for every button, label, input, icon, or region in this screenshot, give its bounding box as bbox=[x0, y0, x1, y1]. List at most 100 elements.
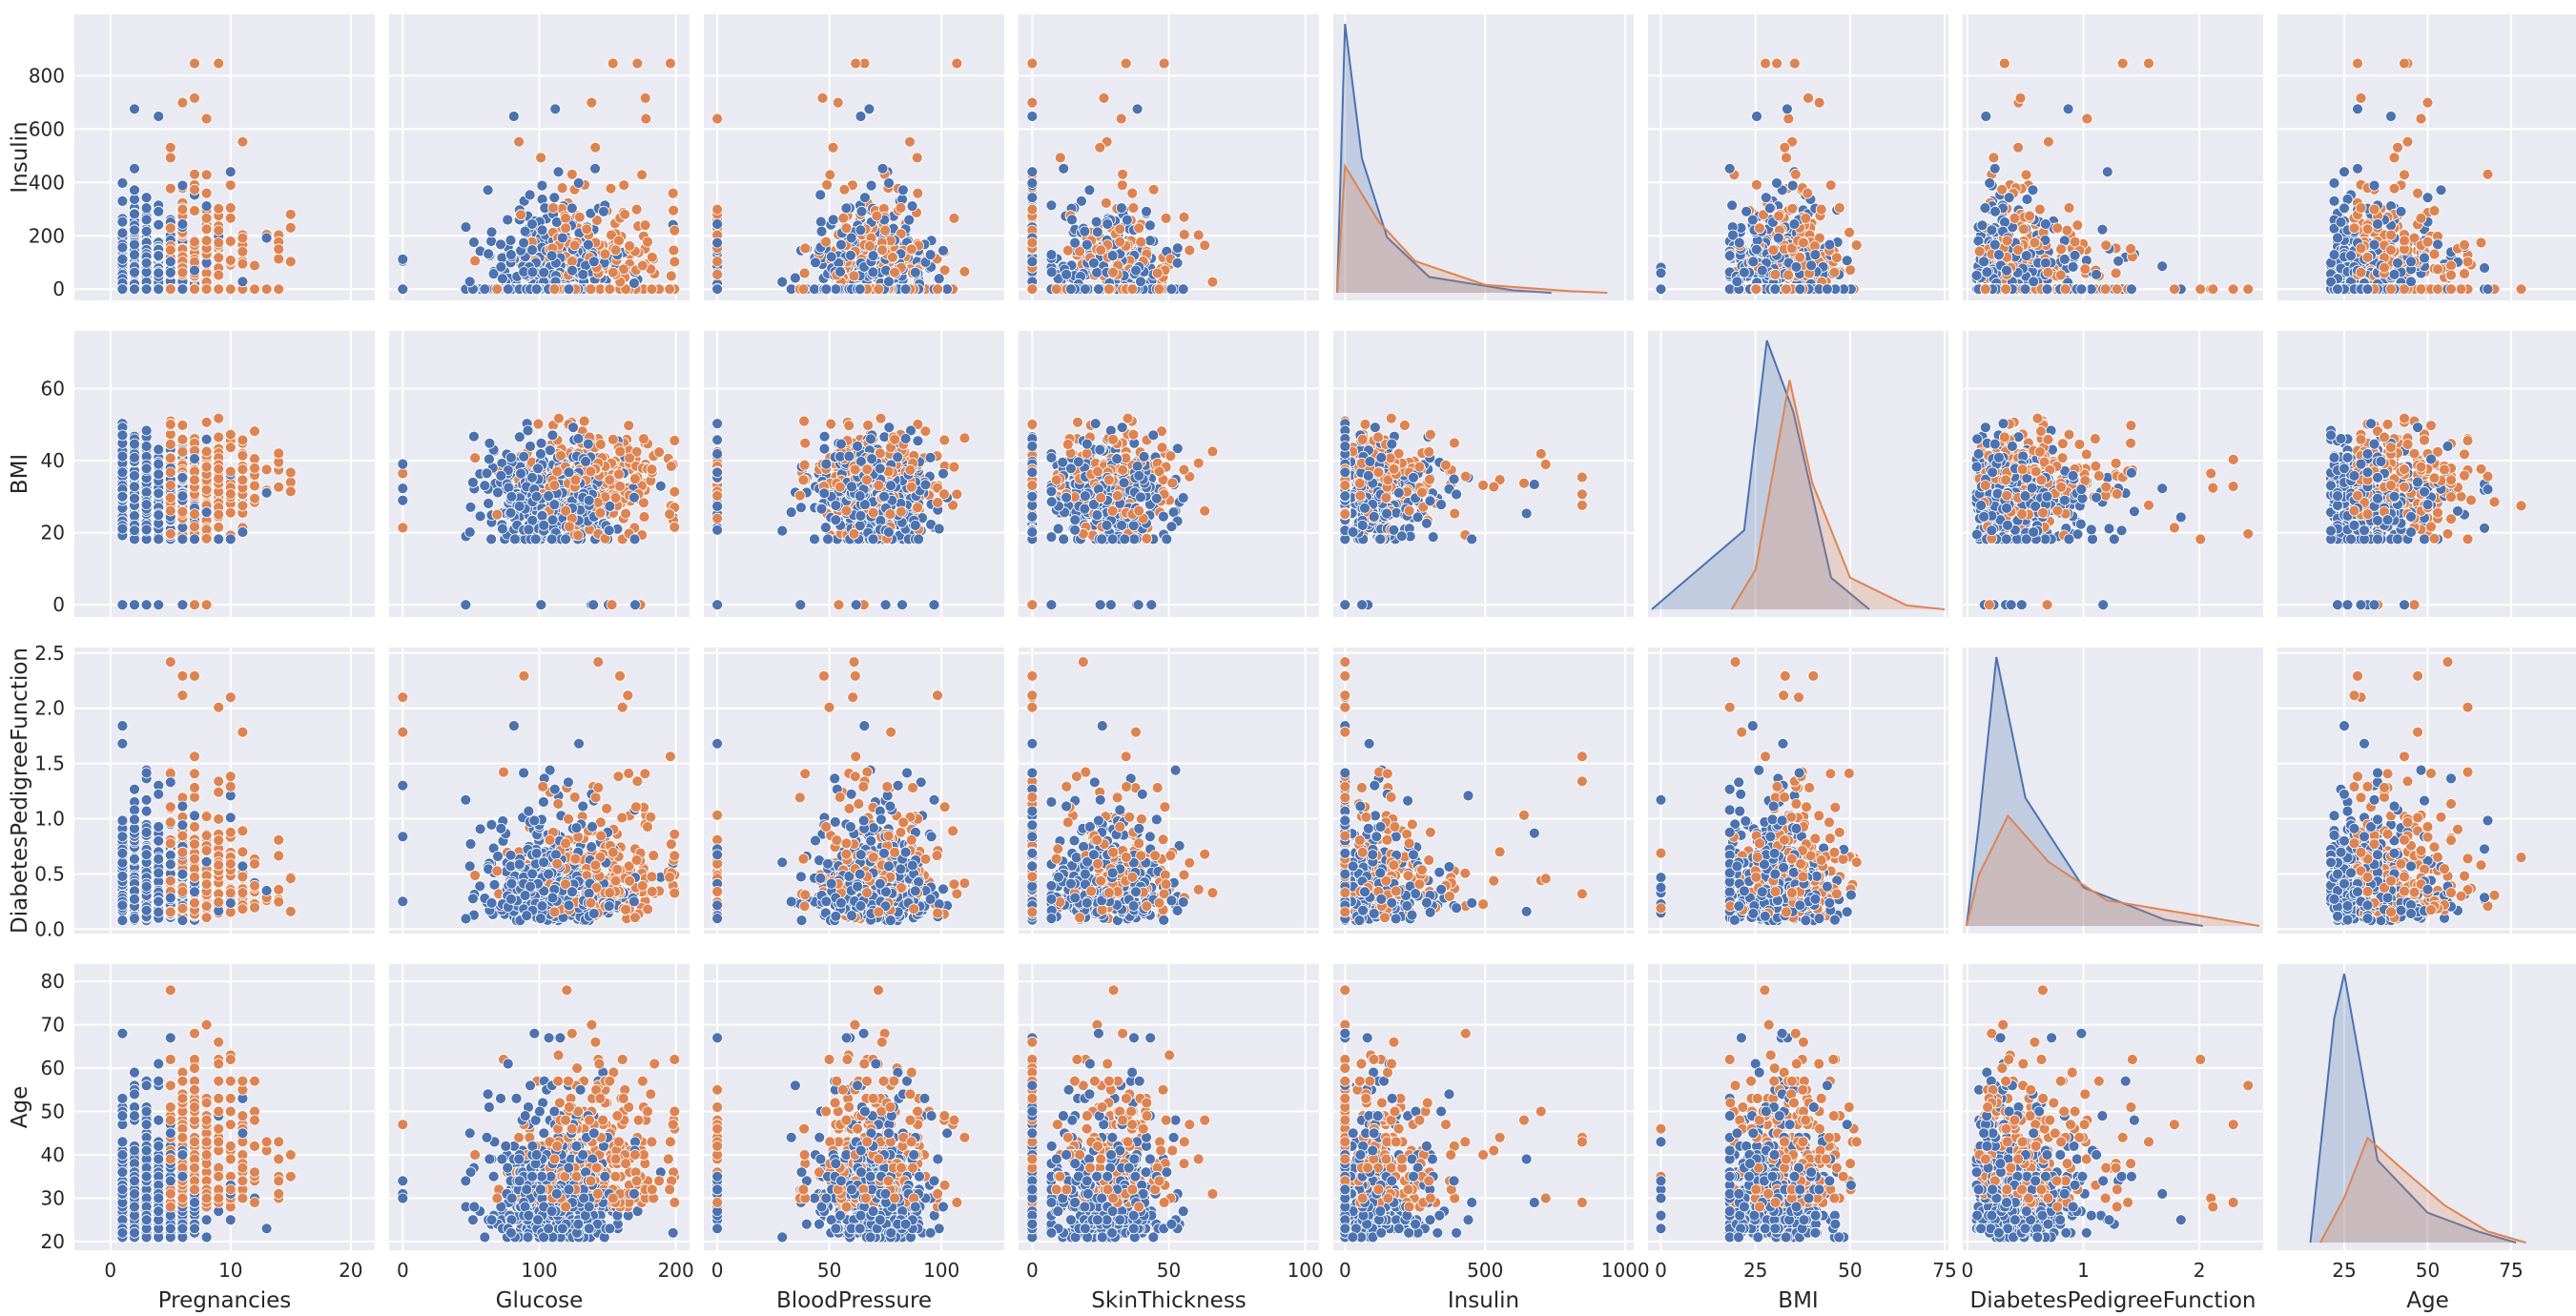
point-class-0 bbox=[814, 216, 827, 228]
point-class-0 bbox=[546, 250, 558, 262]
point-class-1 bbox=[273, 243, 285, 256]
point-class-0 bbox=[1171, 257, 1184, 269]
point-class-1 bbox=[1050, 283, 1062, 296]
point-class-1 bbox=[864, 240, 876, 252]
point-class-1 bbox=[1117, 168, 1128, 180]
point-class-0 bbox=[876, 162, 889, 175]
y-tick-label: 200 bbox=[29, 224, 65, 247]
point-class-1 bbox=[1074, 245, 1085, 257]
point-class-1 bbox=[586, 96, 598, 109]
point-class-1 bbox=[848, 270, 860, 282]
point-class-0 bbox=[1131, 103, 1144, 115]
point-class-1 bbox=[2111, 283, 2123, 296]
point-class-0 bbox=[1750, 243, 1762, 256]
point-class-0 bbox=[2058, 253, 2071, 265]
point-class-0 bbox=[1144, 235, 1156, 247]
point-class-1 bbox=[213, 202, 225, 215]
point-class-0 bbox=[483, 248, 494, 260]
point-class-0 bbox=[1824, 238, 1836, 251]
point-class-1 bbox=[599, 248, 611, 260]
point-class-1 bbox=[556, 182, 568, 195]
point-class-0 bbox=[129, 249, 140, 261]
point-class-0 bbox=[1079, 225, 1091, 237]
point-class-0 bbox=[711, 283, 723, 296]
point-class-0 bbox=[840, 202, 853, 215]
point-class-0 bbox=[153, 250, 165, 262]
point-class-1 bbox=[1998, 57, 2010, 70]
point-class-0 bbox=[1986, 224, 1998, 236]
point-class-0 bbox=[855, 224, 867, 236]
point-class-0 bbox=[938, 244, 949, 257]
point-class-0 bbox=[941, 283, 953, 296]
point-class-1 bbox=[607, 57, 619, 70]
point-class-1 bbox=[820, 236, 832, 248]
point-class-0 bbox=[1790, 260, 1803, 273]
point-class-1 bbox=[200, 223, 213, 236]
point-class-1 bbox=[213, 224, 225, 236]
point-class-1 bbox=[669, 256, 681, 268]
point-class-1 bbox=[1126, 283, 1139, 296]
point-class-1 bbox=[164, 152, 176, 164]
point-class-1 bbox=[1115, 113, 1127, 125]
point-class-1 bbox=[646, 283, 658, 296]
point-class-1 bbox=[589, 141, 602, 154]
point-class-1 bbox=[1773, 210, 1784, 222]
point-class-1 bbox=[200, 187, 213, 199]
point-class-0 bbox=[1069, 236, 1081, 249]
point-class-0 bbox=[502, 214, 514, 226]
point-class-0 bbox=[1841, 255, 1853, 267]
point-class-0 bbox=[1026, 192, 1039, 204]
point-class-0 bbox=[1980, 111, 1992, 122]
point-class-0 bbox=[140, 214, 153, 226]
point-class-1 bbox=[2012, 141, 2025, 154]
point-class-1 bbox=[1815, 203, 1827, 216]
point-class-0 bbox=[1727, 229, 1739, 241]
point-class-1 bbox=[566, 168, 578, 180]
scatter-points bbox=[397, 57, 681, 296]
point-class-0 bbox=[129, 162, 140, 175]
point-class-1 bbox=[1794, 251, 1806, 263]
point-class-1 bbox=[164, 222, 176, 235]
point-class-1 bbox=[642, 236, 653, 248]
point-class-1 bbox=[887, 251, 898, 263]
point-class-0 bbox=[116, 227, 129, 239]
panel-insulin-vs-blood-pressure bbox=[704, 14, 1004, 300]
point-class-0 bbox=[1141, 205, 1152, 217]
point-class-1 bbox=[260, 283, 273, 296]
point-class-1 bbox=[1844, 226, 1855, 238]
point-class-1 bbox=[2017, 223, 2030, 236]
point-class-1 bbox=[2399, 57, 2410, 70]
point-class-0 bbox=[1772, 232, 1784, 244]
point-class-0 bbox=[582, 238, 594, 251]
point-class-0 bbox=[1751, 111, 1762, 122]
point-class-0 bbox=[855, 205, 868, 217]
point-class-0 bbox=[116, 195, 129, 207]
point-class-0 bbox=[2003, 192, 2015, 204]
point-class-0 bbox=[1739, 266, 1750, 278]
point-class-1 bbox=[1061, 244, 1074, 257]
point-class-0 bbox=[2027, 184, 2039, 196]
point-class-1 bbox=[1751, 178, 1762, 191]
point-class-0 bbox=[2125, 283, 2137, 296]
point-class-0 bbox=[903, 214, 916, 226]
point-class-1 bbox=[1996, 183, 2009, 195]
point-class-0 bbox=[2020, 250, 2032, 262]
point-class-0 bbox=[1165, 283, 1178, 296]
point-class-0 bbox=[153, 267, 165, 279]
point-class-1 bbox=[213, 236, 225, 249]
point-class-0 bbox=[814, 189, 827, 201]
point-class-1 bbox=[2227, 283, 2239, 296]
panel-insulin-vs-bmi bbox=[1648, 14, 1948, 300]
point-class-1 bbox=[2195, 283, 2207, 296]
point-class-0 bbox=[2062, 103, 2074, 115]
point-class-0 bbox=[153, 111, 165, 122]
point-class-1 bbox=[2069, 236, 2081, 248]
point-class-1 bbox=[1206, 276, 1219, 288]
point-class-0 bbox=[859, 192, 871, 204]
point-class-0 bbox=[479, 283, 491, 296]
point-class-0 bbox=[1976, 219, 1989, 232]
point-class-1 bbox=[2014, 93, 2027, 104]
panel-insulin-vs-age bbox=[2277, 14, 2576, 300]
point-class-1 bbox=[237, 232, 249, 244]
point-class-0 bbox=[1999, 216, 2010, 228]
